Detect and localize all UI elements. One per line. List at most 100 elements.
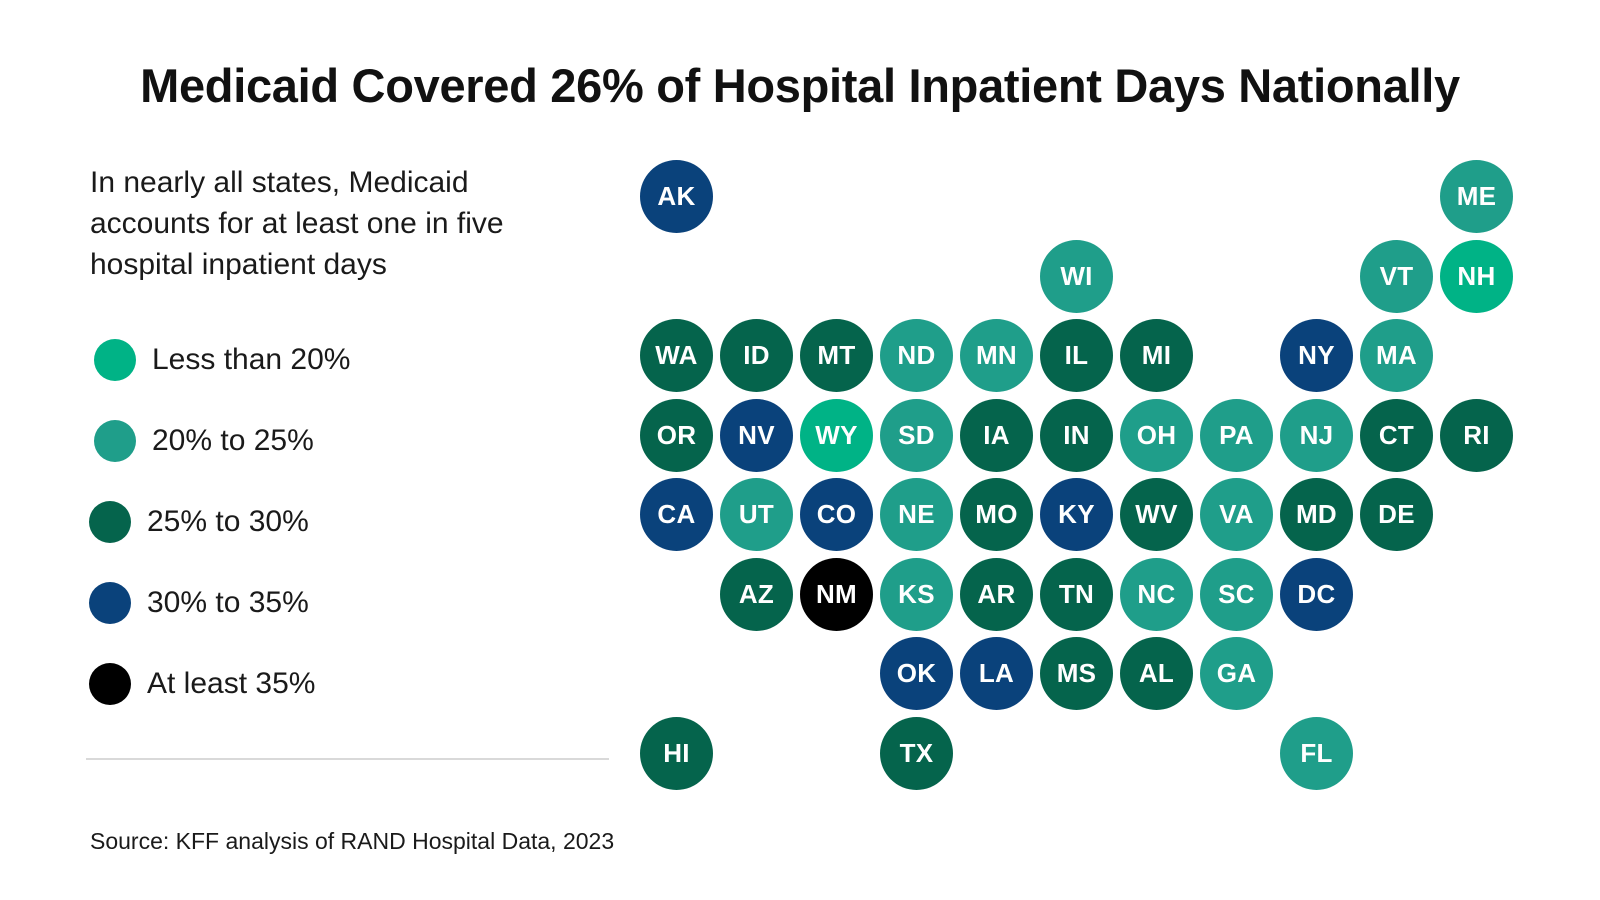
state-tile-fl: FL	[1280, 716, 1353, 790]
state-tile-wa: WA	[640, 319, 713, 392]
state-label: NC	[1137, 578, 1176, 609]
state-tile-ct: CT	[1360, 398, 1433, 472]
chart-subtitle: In nearly all states, Medicaid accounts …	[90, 166, 504, 281]
legend-item: At least 35%	[89, 663, 490, 705]
state-tile-ri: RI	[1440, 398, 1513, 472]
state-label: DE	[1378, 499, 1415, 529]
state-tile-la: LA	[960, 637, 1033, 710]
state-label: NH	[1457, 260, 1496, 291]
state-label: UT	[738, 499, 775, 529]
state-label: SD	[898, 419, 935, 450]
state-label: AR	[977, 578, 1016, 609]
state-label: MO	[975, 499, 1018, 529]
state-tile-wv: WV	[1120, 478, 1193, 551]
state-label: MD	[1295, 499, 1338, 529]
state-tile-tx: TX	[880, 716, 953, 790]
legend-swatch	[89, 501, 131, 543]
state-label: NV	[738, 419, 775, 450]
state-label: IL	[1064, 340, 1089, 370]
state-label: CT	[1378, 419, 1415, 450]
state-tile-va: VA	[1200, 478, 1273, 551]
state-label: IN	[1063, 419, 1090, 450]
state-tile-vt: VT	[1360, 239, 1433, 313]
state-tile-mi: MI	[1120, 319, 1193, 392]
state-tile-az: AZ	[720, 557, 793, 631]
state-tile-ok: OK	[880, 637, 953, 710]
state-tile-al: AL	[1120, 637, 1193, 710]
state-tile-co: CO	[800, 478, 873, 551]
state-tile-tn: TN	[1040, 557, 1113, 631]
state-label: ND	[897, 340, 936, 370]
state-label: VA	[1219, 499, 1254, 529]
state-tile-nm: NM	[800, 557, 873, 631]
legend-label: Less than 20%	[152, 343, 351, 376]
state-tile-ak: AK	[640, 160, 713, 233]
state-label: AZ	[738, 578, 775, 609]
state-tile-il: IL	[1040, 319, 1113, 392]
state-label: WA	[655, 340, 698, 370]
state-tile-ms: MS	[1040, 637, 1113, 710]
state-label: DC	[1297, 578, 1336, 609]
state-tile-ma: MA	[1360, 319, 1433, 392]
state-tile-ga: GA	[1200, 637, 1273, 710]
state-tile-id: ID	[720, 319, 793, 392]
state-label: FL	[1300, 737, 1333, 768]
source-note: Source: KFF analysis of RAND Hospital Da…	[90, 828, 615, 854]
state-tile-ia: IA	[960, 398, 1033, 472]
state-tile-hi: HI	[640, 716, 713, 790]
state-tile-nj: NJ	[1280, 398, 1353, 472]
state-label: ME	[1456, 181, 1497, 211]
state-label: KS	[898, 578, 935, 609]
state-label: OH	[1136, 419, 1177, 450]
state-label: VT	[1379, 260, 1414, 291]
state-label: WY	[815, 419, 858, 450]
state-tile-nh: NH	[1440, 239, 1513, 313]
state-label: MN	[975, 340, 1018, 370]
state-label: AK	[657, 181, 696, 211]
legend-swatch	[89, 582, 131, 624]
state-label: WV	[1135, 499, 1178, 529]
legend-swatch	[89, 663, 131, 705]
state-tile-me: ME	[1440, 160, 1513, 233]
state-label: WI	[1060, 260, 1093, 291]
state-tile-sc: SC	[1200, 557, 1273, 631]
legend-label: 30% to 35%	[147, 586, 309, 619]
state-label: MS	[1056, 658, 1097, 688]
state-label: RI	[1463, 419, 1490, 450]
legend-label: 25% to 30%	[147, 505, 309, 538]
legend-item: 20% to 25%	[90, 420, 490, 462]
state-label: ID	[743, 340, 770, 370]
state-tile-ar: AR	[960, 557, 1033, 631]
legend-swatch	[94, 420, 136, 462]
state-label: HI	[663, 737, 690, 768]
state-label: MI	[1141, 340, 1172, 370]
state-tile-de: DE	[1360, 478, 1433, 551]
state-tile-pa: PA	[1200, 398, 1273, 472]
state-label: MA	[1375, 340, 1418, 370]
state-tile-ut: UT	[720, 478, 793, 551]
chart-title: Medicaid Covered 26% of Hospital Inpatie…	[140, 59, 1460, 112]
state-tile-md: MD	[1280, 478, 1353, 551]
state-label: SC	[1218, 578, 1255, 609]
state-tile-mn: MN	[960, 319, 1033, 392]
state-tile-nv: NV	[720, 398, 793, 472]
state-label: KY	[1058, 499, 1095, 529]
legend-item: 25% to 30%	[89, 501, 490, 543]
state-label: NE	[898, 499, 935, 529]
legend-item: 30% to 35%	[89, 582, 490, 624]
state-tile-ky: KY	[1040, 478, 1113, 551]
state-label: TX	[899, 737, 934, 768]
state-tile-ks: KS	[880, 557, 953, 631]
state-tile-or: OR	[640, 398, 713, 472]
state-tile-in: IN	[1040, 398, 1113, 472]
state-label: NM	[815, 578, 858, 609]
state-tile-oh: OH	[1120, 398, 1193, 472]
state-label: NY	[1298, 340, 1335, 370]
state-label: NJ	[1299, 419, 1334, 450]
state-label: IA	[983, 419, 1010, 450]
state-tile-nc: NC	[1120, 557, 1193, 631]
legend-label: At least 35%	[147, 667, 316, 700]
state-label: LA	[978, 658, 1015, 688]
state-tile-nd: ND	[880, 319, 953, 392]
